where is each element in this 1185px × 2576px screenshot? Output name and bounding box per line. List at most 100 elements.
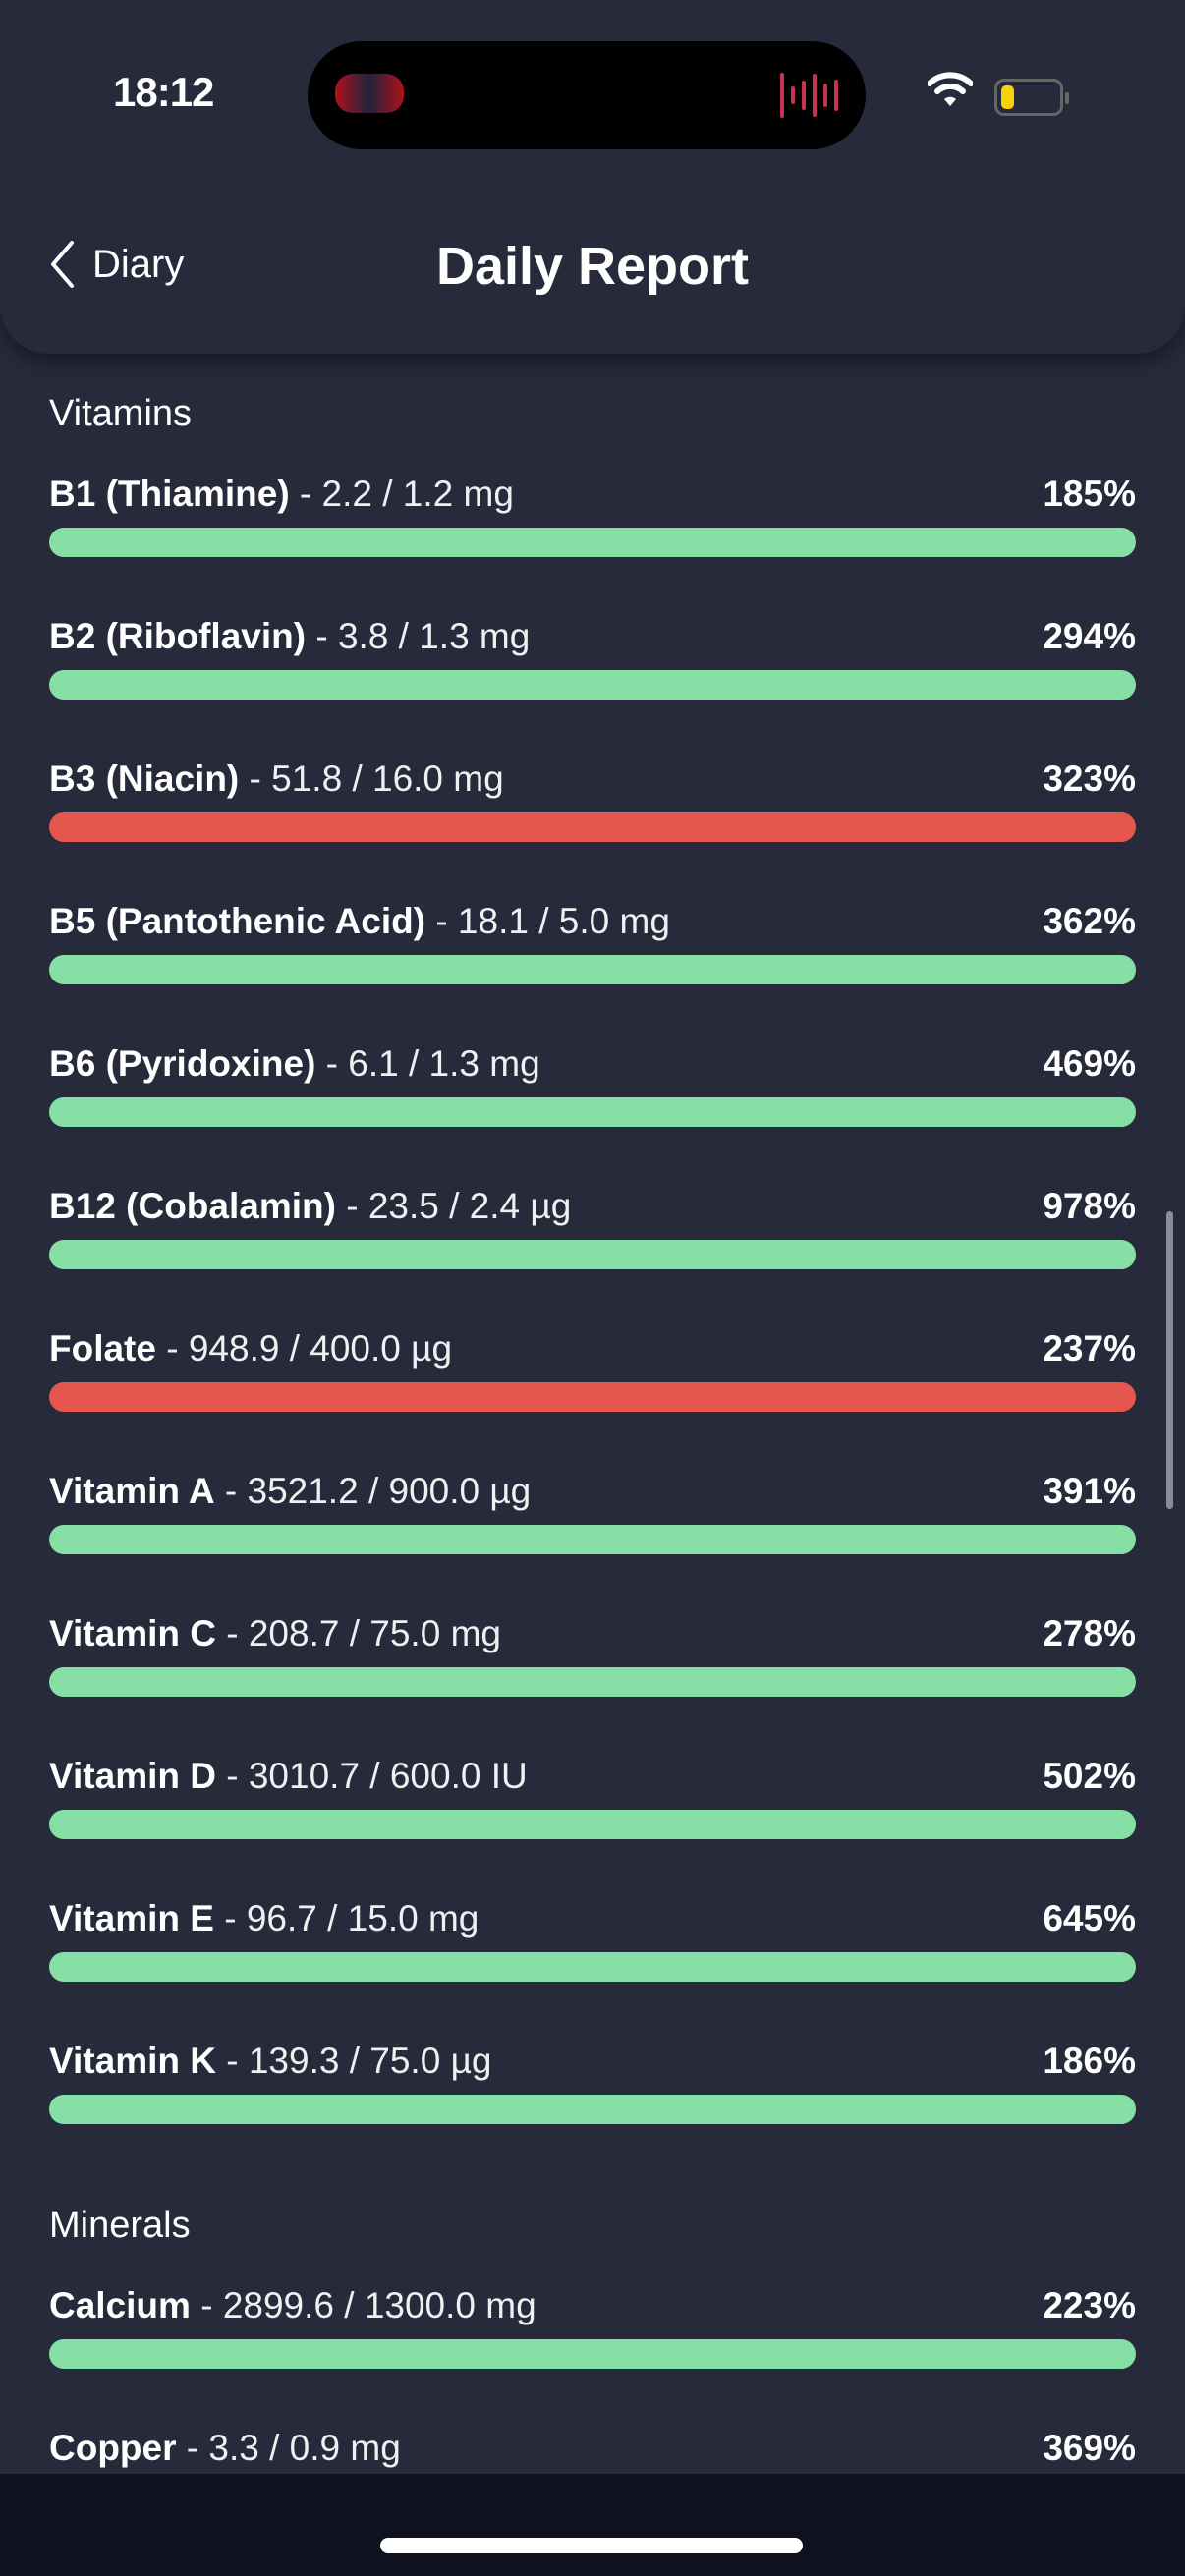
nutrient-row[interactable]: Vitamin A - 3521.2 / 900.0 µg 391% (49, 1467, 1136, 1609)
nutrient-line: Copper - 3.3 / 0.9 mg 369% (49, 2424, 1136, 2473)
nutrient-line: B6 (Pyridoxine) - 6.1 / 1.3 mg 469% (49, 1039, 1136, 1089)
nutrient-name: Vitamin K (49, 2041, 216, 2081)
nutrient-name: Calcium (49, 2285, 191, 2325)
nutrient-percent: 294% (1043, 616, 1136, 656)
nutrient-label: Vitamin C - 208.7 / 75.0 mg (49, 1613, 501, 1654)
section-title: Vitamins (49, 393, 193, 434)
nutrient-line: B12 (Cobalamin) - 23.5 / 2.4 µg 978% (49, 1182, 1136, 1231)
nutrient-name: B12 (Cobalamin) (49, 1186, 336, 1226)
nutrient-amount: - 2899.6 / 1300.0 mg (190, 2285, 536, 2325)
status-time: 18:12 (113, 69, 214, 115)
progress-bar (49, 2339, 1136, 2369)
progress-bar (49, 1240, 1136, 1269)
nutrient-name: B2 (Riboflavin) (49, 616, 307, 656)
nutrient-amount: - 23.5 / 2.4 µg (335, 1186, 572, 1226)
nutrient-amount: - 6.1 / 1.3 mg (315, 1043, 540, 1084)
nutrient-line: B1 (Thiamine) - 2.2 / 1.2 mg 185% (49, 470, 1136, 519)
progress-bar (49, 2095, 1136, 2124)
nutrient-row[interactable]: Vitamin K - 139.3 / 75.0 µg 186% (49, 2037, 1136, 2179)
nav-header: 18:12 Diary Daily Report (0, 0, 1185, 354)
nutrient-line: Folate - 948.9 / 400.0 µg 237% (49, 1324, 1136, 1373)
nutrient-label: Copper - 3.3 / 0.9 mg (49, 2428, 401, 2469)
nutrient-line: B3 (Niacin) - 51.8 / 16.0 mg 323% (49, 755, 1136, 804)
nutrient-amount: - 208.7 / 75.0 mg (215, 1613, 501, 1653)
section-title: Minerals (49, 2205, 191, 2246)
nutrient-name: Vitamin E (49, 1898, 214, 1938)
nutrient-label: Calcium - 2899.6 / 1300.0 mg (49, 2285, 536, 2326)
nutrient-row[interactable]: Vitamin C - 208.7 / 75.0 mg 278% (49, 1609, 1136, 1752)
nutrient-report: Vitamins B1 (Thiamine) - 2.2 / 1.2 mg 18… (49, 389, 1136, 2566)
progress-bar (49, 1810, 1136, 1839)
nutrient-amount: - 3.8 / 1.3 mg (306, 616, 531, 656)
nutrient-row[interactable]: B5 (Pantothenic Acid) - 18.1 / 5.0 mg 36… (49, 897, 1136, 1039)
nutrient-percent: 391% (1043, 1471, 1136, 1511)
nutrient-name: Folate (49, 1328, 156, 1369)
nutrient-label: Vitamin D - 3010.7 / 600.0 IU (49, 1756, 528, 1797)
progress-bar (49, 1952, 1136, 1982)
nutrient-name: Vitamin C (49, 1613, 216, 1653)
nutrient-line: Vitamin A - 3521.2 / 900.0 µg 391% (49, 1467, 1136, 1516)
album-art-icon (335, 74, 404, 113)
nutrient-label: B12 (Cobalamin) - 23.5 / 2.4 µg (49, 1186, 571, 1227)
nutrient-line: Vitamin K - 139.3 / 75.0 µg 186% (49, 2037, 1136, 2086)
nutrient-label: Vitamin E - 96.7 / 15.0 mg (49, 1898, 479, 1939)
nutrient-label: Vitamin K - 139.3 / 75.0 µg (49, 2041, 491, 2082)
nutrient-label: B6 (Pyridoxine) - 6.1 / 1.3 mg (49, 1043, 540, 1085)
nutrient-percent: 369% (1043, 2428, 1136, 2468)
progress-bar (49, 670, 1136, 700)
nutrient-amount: - 3521.2 / 900.0 µg (214, 1471, 532, 1511)
nutrient-amount: - 51.8 / 16.0 mg (239, 758, 504, 799)
nutrient-amount: - 96.7 / 15.0 mg (213, 1898, 480, 1938)
nutrient-label: B3 (Niacin) - 51.8 / 16.0 mg (49, 758, 504, 800)
dynamic-island[interactable] (308, 41, 866, 149)
nutrient-name: B3 (Niacin) (49, 758, 240, 799)
nutrient-amount: - 948.9 / 400.0 µg (155, 1328, 453, 1369)
nutrient-line: B2 (Riboflavin) - 3.8 / 1.3 mg 294% (49, 612, 1136, 661)
nutrient-label: Folate - 948.9 / 400.0 µg (49, 1328, 452, 1370)
nutrient-row[interactable]: Calcium - 2899.6 / 1300.0 mg 223% (49, 2281, 1136, 2424)
nutrient-row[interactable]: Vitamin E - 96.7 / 15.0 mg 645% (49, 1894, 1136, 2037)
battery-icon (994, 79, 1069, 116)
nutrient-line: B5 (Pantothenic Acid) - 18.1 / 5.0 mg 36… (49, 897, 1136, 946)
back-label: Diary (92, 242, 185, 286)
nutrient-amount: - 3010.7 / 600.0 IU (215, 1756, 528, 1796)
wifi-icon (928, 72, 973, 106)
nutrient-amount: - 2.2 / 1.2 mg (289, 474, 514, 514)
progress-bar (49, 1097, 1136, 1127)
nutrient-percent: 645% (1043, 1898, 1136, 1938)
scrollbar[interactable] (1166, 1211, 1173, 1509)
page-title: Daily Report (435, 237, 750, 296)
nutrient-line: Vitamin C - 208.7 / 75.0 mg 278% (49, 1609, 1136, 1658)
nutrient-row[interactable]: Folate - 948.9 / 400.0 µg 237% (49, 1324, 1136, 1467)
nutrient-label: B1 (Thiamine) - 2.2 / 1.2 mg (49, 474, 514, 515)
nutrient-row[interactable]: B1 (Thiamine) - 2.2 / 1.2 mg 185% (49, 470, 1136, 612)
progress-bar (49, 1382, 1136, 1412)
nutrient-percent: 469% (1043, 1043, 1136, 1084)
status-bar: 18:12 (0, 0, 1185, 157)
back-button[interactable]: Diary (49, 241, 184, 288)
nutrient-label: B2 (Riboflavin) - 3.8 / 1.3 mg (49, 616, 530, 657)
nutrient-row[interactable]: B3 (Niacin) - 51.8 / 16.0 mg 323% (49, 755, 1136, 897)
nutrient-percent: 502% (1043, 1756, 1136, 1796)
home-indicator[interactable] (380, 2538, 803, 2553)
nutrient-label: Vitamin A - 3521.2 / 900.0 µg (49, 1471, 531, 1512)
nutrient-percent: 323% (1043, 758, 1136, 799)
progress-bar (49, 812, 1136, 842)
nutrient-name: Vitamin A (49, 1471, 215, 1511)
nutrient-name: B1 (Thiamine) (49, 474, 290, 514)
nutrient-name: B5 (Pantothenic Acid) (49, 901, 426, 941)
nutrient-row[interactable]: B6 (Pyridoxine) - 6.1 / 1.3 mg 469% (49, 1039, 1136, 1182)
nutrient-percent: 362% (1043, 901, 1136, 941)
nutrient-percent: 185% (1043, 474, 1136, 514)
audio-waveform-icon (780, 71, 838, 120)
nutrient-row[interactable]: B12 (Cobalamin) - 23.5 / 2.4 µg 978% (49, 1182, 1136, 1324)
nutrient-line: Vitamin D - 3010.7 / 600.0 IU 502% (49, 1752, 1136, 1801)
nutrient-name: Copper (49, 2428, 177, 2468)
nutrient-line: Vitamin E - 96.7 / 15.0 mg 645% (49, 1894, 1136, 1943)
nutrient-row[interactable]: Vitamin D - 3010.7 / 600.0 IU 502% (49, 1752, 1136, 1894)
nutrient-row[interactable]: B2 (Riboflavin) - 3.8 / 1.3 mg 294% (49, 612, 1136, 755)
nutrient-name: Vitamin D (49, 1756, 216, 1796)
home-indicator-area (0, 2474, 1185, 2576)
nutrient-amount: - 18.1 / 5.0 mg (425, 901, 670, 941)
nutrient-amount: - 139.3 / 75.0 µg (215, 2041, 492, 2081)
